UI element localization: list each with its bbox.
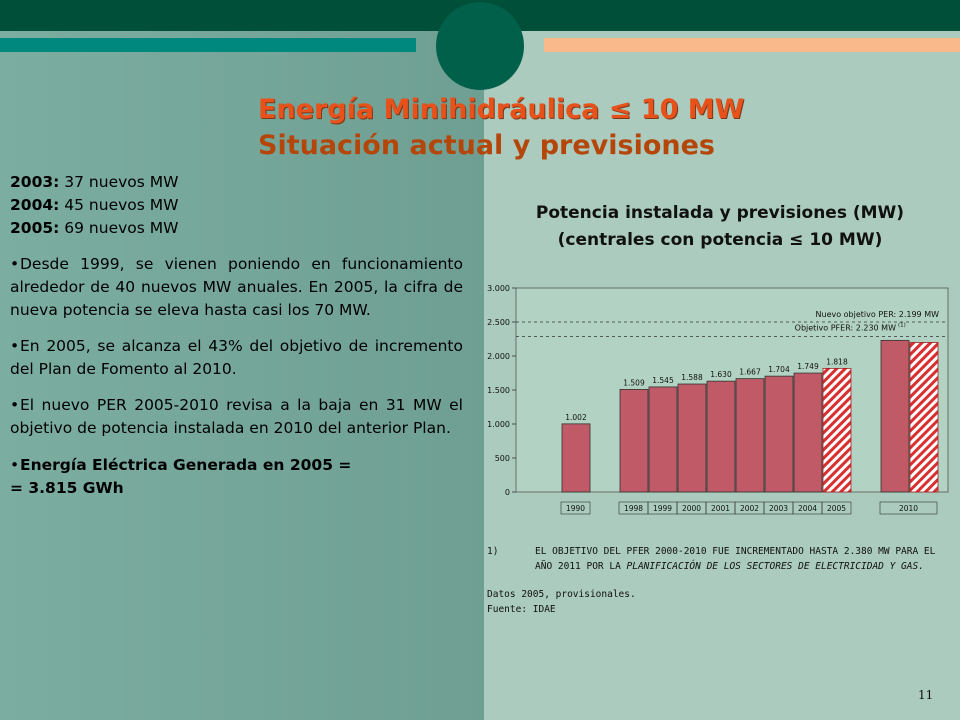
x-tick-label: 2000 — [682, 504, 701, 513]
bar — [677, 383, 707, 493]
left-panel — [0, 0, 484, 720]
bullet-icon: • — [10, 255, 20, 273]
bar-value-label: 1.667 — [739, 368, 761, 377]
reference-label: Nuevo objetivo PER: 2.199 MW — [816, 310, 940, 319]
chart-title-line1: Potencia instalada y previsiones (MW) — [535, 203, 905, 223]
bar-value-label: 1.588 — [681, 373, 703, 382]
slide-title-line1: Energía Minihidráulica ≤ 10 MW — [258, 94, 745, 125]
source-note: Fuente: IDAE — [487, 604, 556, 615]
year-line-2005: 2005: 69 nuevos MW — [10, 217, 463, 240]
bar-value-label: 1.509 — [623, 378, 645, 387]
footnote-italic: PLANIFICACIÓN DE LOS SECTORES DE ELECTRI… — [626, 561, 924, 572]
bar-value-label: 1.630 — [710, 370, 732, 379]
bullet-paragraph: •El nuevo PER 2005-2010 revisa a la baja… — [10, 394, 463, 440]
x-tick-label: 1990 — [566, 504, 585, 513]
x-tick-box — [879, 501, 938, 515]
bar — [909, 342, 939, 493]
x-tick-label: 2003 — [769, 504, 788, 513]
teal-accent-bar — [0, 38, 416, 52]
decorative-circle — [436, 2, 524, 90]
bar-value-label: 1.002 — [565, 413, 587, 422]
y-tick-label: 2.000 — [487, 352, 510, 361]
bullet-text: El nuevo PER 2005-2010 revisa a la baja … — [10, 396, 463, 437]
bar — [822, 367, 852, 493]
chart-notes: 1) EL OBJETIVO DEL PFER 2000-2010 FUE IN… — [487, 544, 947, 617]
bullet-text: En 2005, se alcanza el 43% del objetivo … — [10, 337, 463, 378]
chart-svg: 0 500 1.000 1.500 2.000 2.500 3.000 Nuevo objet… — [487, 284, 949, 515]
bar — [706, 380, 736, 493]
x-tick-label: 2004 — [798, 504, 817, 513]
footnote-text: EL OBJETIVO DEL PFER 2000-2010 FUE INCRE… — [535, 544, 947, 574]
y-tick-label: 0 — [505, 488, 510, 497]
page-number: 11 — [918, 688, 934, 702]
year-line-2004: 2004: 45 nuevos MW — [10, 194, 463, 217]
footnote-plain: EL OBJETIVO DEL PFER 2000-2010 FUE INCRE… — [535, 546, 936, 572]
bar — [619, 388, 649, 493]
bullet-paragraph: •En 2005, se alcanza el 43% del objetivo… — [10, 335, 463, 381]
reference-superscript: (1) — [898, 323, 906, 329]
bar — [793, 372, 823, 493]
bar-chart: 0 500 1.000 1.500 2.000 2.500 3.000 Nuevo objet… — [484, 278, 954, 522]
bar — [561, 423, 591, 493]
chart-title: Potencia instalada y previsiones (MW) (c… — [488, 200, 952, 254]
bar-value-label: 1.545 — [652, 376, 674, 385]
reference-label: Objetivo PFER: 2.230 MW — [795, 324, 896, 333]
bar-value-label: 1.704 — [768, 365, 790, 374]
y-tick-label: 2.500 — [487, 318, 510, 327]
bullet-text: Desde 1999, se vienen poniendo en funcio… — [10, 255, 463, 319]
bullet-paragraph: •Desde 1999, se vienen poniendo en funci… — [10, 253, 463, 322]
year-value: 69 nuevos MW — [59, 219, 179, 237]
bullet-icon: • — [10, 456, 20, 474]
year-value: 45 nuevos MW — [59, 196, 179, 214]
left-text-block: 2003: 37 nuevos MW 2004: 45 nuevos MW 20… — [10, 171, 463, 500]
bullet-icon: • — [10, 396, 20, 414]
footnote-1: 1) EL OBJETIVO DEL PFER 2000-2010 FUE IN… — [487, 544, 947, 574]
x-tick-label: 2010 — [899, 504, 918, 513]
peach-accent-bar — [544, 38, 960, 52]
slide-title: Energía Minihidráulica ≤ 10 MW Situación… — [258, 92, 744, 164]
x-tick-box — [821, 501, 852, 515]
year-line-2003: 2003: 37 nuevos MW — [10, 171, 463, 194]
x-tick-label: 2002 — [740, 504, 759, 513]
bar-value-label: 1.818 — [826, 357, 848, 366]
energy-value: = 3.815 GWh — [10, 479, 124, 497]
x-tick-label: 1999 — [653, 504, 672, 513]
year-label: 2005: — [10, 219, 60, 237]
y-tick-label: 3.000 — [487, 284, 510, 293]
x-tick-label: 1998 — [624, 504, 643, 513]
energy-text: Energía Eléctrica Generada en 2005 = — [20, 456, 352, 474]
bar — [735, 378, 765, 493]
footnote-number: 1) — [487, 546, 499, 557]
bar — [764, 375, 794, 493]
year-label: 2004: — [10, 196, 60, 214]
bar-value-label: 1.749 — [797, 362, 819, 371]
y-tick-label: 500 — [495, 454, 510, 463]
bar — [648, 386, 678, 493]
energy-line-1: •Energía Eléctrica Generada en 2005 = — [10, 454, 463, 477]
x-tick-box — [560, 501, 591, 515]
y-tick-label: 1.000 — [487, 420, 510, 429]
x-tick-label: 2001 — [711, 504, 730, 513]
chart-title-line2: (centrales con potencia ≤ 10 MW) — [557, 230, 883, 250]
energy-paragraph: •Energía Eléctrica Generada en 2005 = = … — [10, 454, 463, 500]
data-note: Datos 2005, provisionales. — [487, 589, 636, 600]
bullet-icon: • — [10, 337, 20, 355]
year-label: 2003: — [10, 173, 60, 191]
bar — [880, 339, 910, 493]
x-tick-label: 2005 — [827, 504, 846, 513]
energy-line-2: = 3.815 GWh — [10, 477, 463, 500]
y-tick-label: 1.500 — [487, 386, 510, 395]
year-value: 37 nuevos MW — [59, 173, 179, 191]
slide-title-line2: Situación actual y previsiones — [258, 130, 715, 161]
